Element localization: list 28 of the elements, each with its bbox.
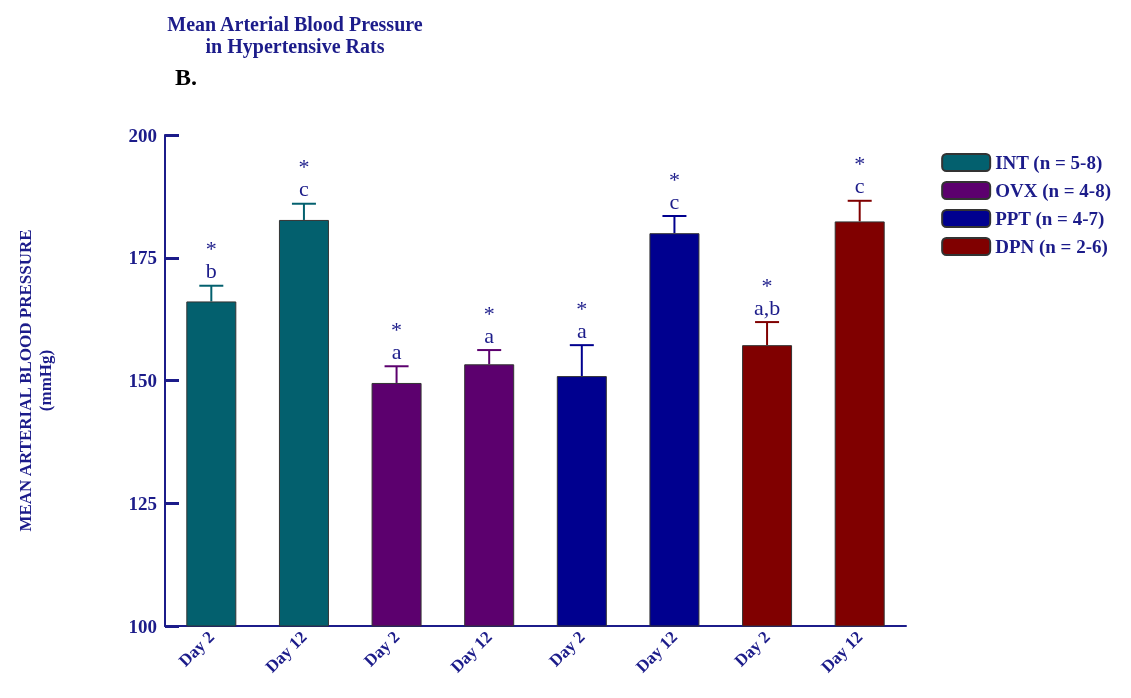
annotation: * c (854, 151, 866, 199)
y-tick-label: 200 (128, 124, 157, 146)
annotation: * a (576, 295, 588, 343)
annotation: * a (483, 300, 495, 348)
text: B. (175, 64, 198, 90)
y-tick-label: 150 (128, 370, 157, 391)
legend-label: DPN (n = 2-6) (995, 236, 1108, 258)
y-tick-label: 175 (128, 247, 157, 269)
chart-title: Mean Arterial Blood Pressure in Hypertensive Rats (167, 13, 423, 58)
x-tick-label: Day 12 (446, 627, 496, 677)
y-tick-label: 100 (128, 615, 157, 637)
x-tick-label: Day 2 (545, 627, 589, 671)
annotation: * c (298, 154, 310, 202)
annotation: * a,b (753, 272, 781, 320)
x-tick-label: Day 12 (261, 627, 311, 677)
y-axis-title: MEAN ARTERIAL BLOOD PRESSURE (mmHg) (15, 229, 55, 532)
x-tick-label: Day 2 (174, 627, 219, 671)
y-tick-label: 125 (128, 492, 157, 514)
annotation: * c (668, 166, 680, 214)
x-tick-label: Day 2 (730, 627, 774, 671)
x-tick-label: Day 2 (360, 627, 404, 671)
annotation: * a (391, 316, 403, 364)
legend-label: OVX (n = 4-8) (995, 180, 1112, 202)
legend-label: INT (n = 5-8) (995, 152, 1103, 174)
x-tick-label: Day 12 (632, 627, 682, 677)
annotation: * b (205, 236, 217, 284)
x-tick-label: Day 12 (817, 627, 867, 677)
legend-label: PPT (n = 4-7) (995, 208, 1105, 230)
